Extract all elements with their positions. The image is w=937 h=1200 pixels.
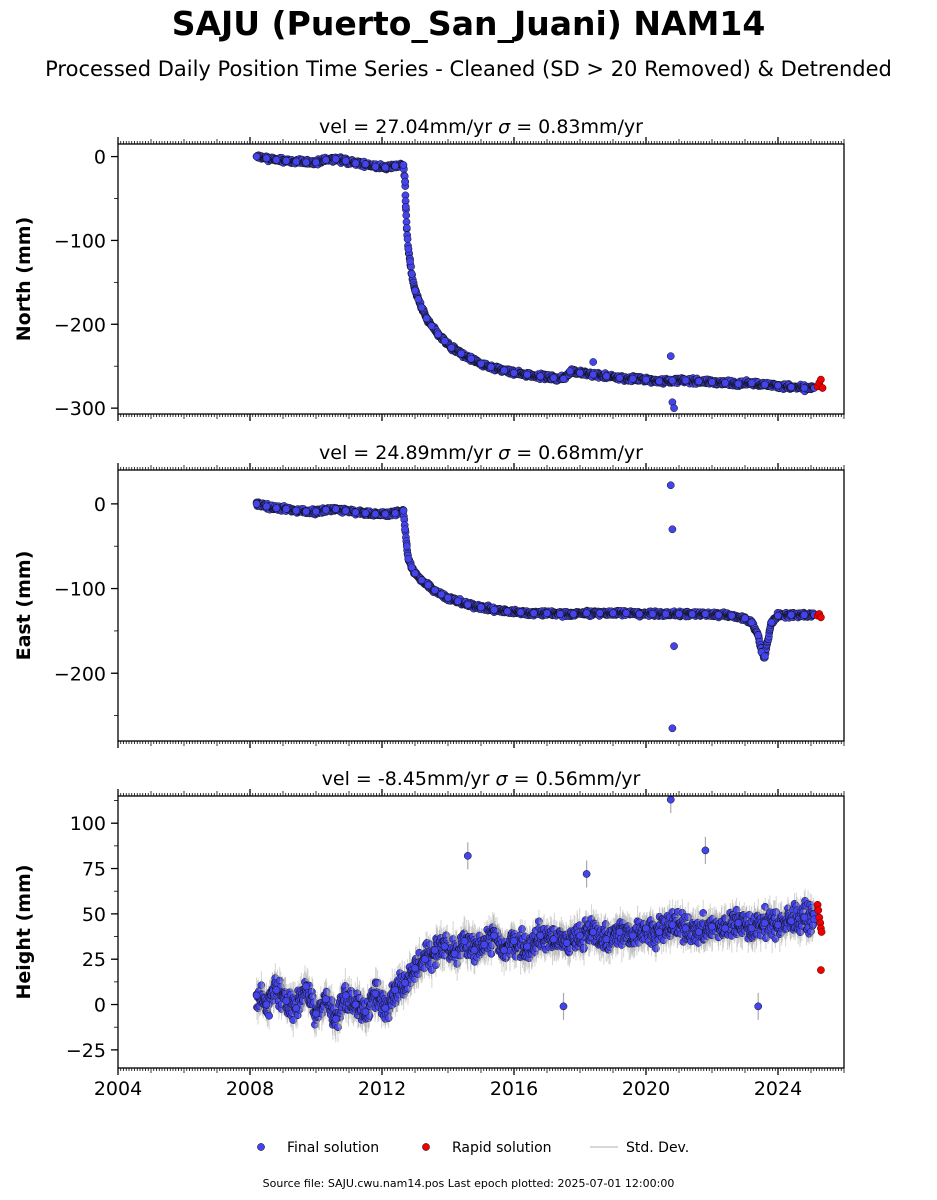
data-point <box>422 314 431 323</box>
data-point <box>817 375 825 384</box>
data-point <box>536 372 545 381</box>
y-tick-label: −100 <box>54 230 106 252</box>
data-point <box>760 380 769 389</box>
series-outliers <box>589 352 678 412</box>
data-point <box>576 369 584 377</box>
data-point <box>381 163 390 172</box>
series-rapid-solution <box>813 375 827 392</box>
data-point <box>312 158 320 167</box>
data-point <box>402 211 411 220</box>
panel-title: vel = 27.04mm/yr σ = 0.83mm/yr <box>319 116 643 138</box>
data-point <box>427 322 436 330</box>
data-point <box>447 343 456 352</box>
data-point <box>721 379 730 387</box>
data-point <box>642 375 650 384</box>
series-final-solution <box>252 151 819 396</box>
y-tick-label: −300 <box>54 398 106 420</box>
data-point <box>615 374 624 382</box>
figure-title: SAJU (Puerto_San_Juani) NAM14 <box>171 4 766 43</box>
data-point <box>549 374 558 382</box>
data-point <box>670 404 678 412</box>
data-point <box>708 378 716 386</box>
data-point <box>414 295 423 303</box>
data-point <box>322 156 330 164</box>
data-point <box>747 379 756 387</box>
data-point <box>417 303 426 312</box>
data-point <box>331 155 340 163</box>
data-point <box>361 160 370 168</box>
data-point <box>800 384 809 392</box>
data-point <box>302 158 310 167</box>
data-point <box>401 177 409 186</box>
data-point <box>440 337 449 345</box>
data-point <box>351 159 360 168</box>
data-point <box>407 270 416 278</box>
data-point <box>589 370 598 379</box>
data-point <box>272 156 281 164</box>
data-point <box>404 244 413 253</box>
data-point <box>694 377 703 386</box>
panel-title-sigma: = 0.83mm/yr <box>510 116 643 138</box>
data-point <box>628 374 637 383</box>
data-point <box>411 286 419 295</box>
data-point <box>559 374 568 383</box>
data-point <box>399 161 408 169</box>
data-point <box>282 156 291 165</box>
axes-frame-north <box>117 143 845 415</box>
data-point <box>655 377 664 386</box>
data-point <box>602 372 611 381</box>
panel-north: 0 −100 −200 −300 North (mm) vel = 27.04mm/yr … <box>13 116 845 421</box>
sigma-symbol: σ <box>498 116 511 138</box>
y-axis-label: North (mm) <box>13 217 35 342</box>
y-tick-label: −200 <box>54 314 106 336</box>
plot-area-north <box>252 151 827 412</box>
series-final-solution <box>252 498 819 662</box>
data-point <box>252 152 261 161</box>
data-point <box>666 352 675 360</box>
data-point <box>292 157 301 166</box>
plot-area-east <box>252 481 825 733</box>
data-point <box>566 367 574 376</box>
data-point <box>434 330 442 339</box>
data-point <box>467 354 475 363</box>
data-point <box>510 369 518 377</box>
figure-subtitle: Processed Daily Position Time Series - C… <box>45 57 892 81</box>
data-point <box>406 257 414 266</box>
data-point <box>262 154 271 163</box>
data-point <box>487 363 495 371</box>
data-point <box>734 379 743 388</box>
data-point <box>589 358 598 366</box>
data-point <box>681 376 690 385</box>
data-point <box>668 376 677 385</box>
data-point <box>402 224 411 232</box>
data-point <box>500 366 508 375</box>
data-point <box>477 359 485 368</box>
data-point <box>341 156 350 165</box>
data-point <box>403 235 412 243</box>
data-point <box>371 162 380 171</box>
data-point <box>391 161 400 170</box>
data-point <box>787 383 796 392</box>
data-point <box>523 370 532 379</box>
y-tick-label: 0 <box>94 147 106 169</box>
data-point <box>774 381 782 390</box>
data-point <box>401 203 410 211</box>
data-point <box>457 349 466 358</box>
data-point <box>818 384 827 392</box>
panel-title-velocity: vel = 27.04mm/yr <box>319 116 498 138</box>
